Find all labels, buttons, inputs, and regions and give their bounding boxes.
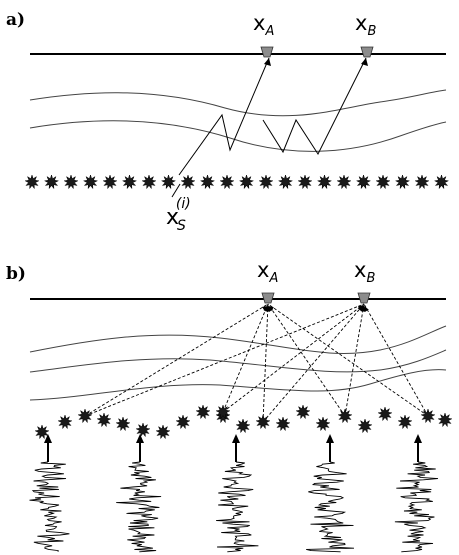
panel-b-dashed-rays	[84, 303, 429, 423]
panel-b-source-5	[115, 416, 131, 432]
panel-a-receiver-a-label: xA	[253, 11, 274, 39]
panel-a-source-6	[121, 174, 138, 190]
panel-b-source-11	[235, 418, 251, 434]
panel-b-source-9	[195, 404, 211, 420]
panel-b-label: b)	[6, 264, 26, 284]
panel-a-source-21	[414, 174, 430, 190]
panel-a-source-2	[43, 174, 60, 190]
panel-b-ray-5-to-a	[267, 303, 429, 417]
panel-b-noise-trace-5	[394, 461, 439, 553]
panel-b-source-22	[215, 404, 231, 420]
panel-b-trace-arrowhead-5	[414, 434, 422, 443]
panel-a-source-8	[160, 174, 177, 190]
panel-b-source-cloud	[34, 404, 453, 440]
panel-a-source-7	[141, 174, 157, 190]
panel-b-ray-1-to-b	[84, 303, 365, 417]
panel-b-trace-arrowhead-4	[326, 434, 334, 443]
panel-a-source-row	[24, 174, 450, 190]
panel-b-ray-arrowhead	[262, 306, 268, 311]
panel-b-source-13	[275, 416, 291, 432]
panel-b-source-6	[135, 422, 151, 438]
panel-b-source-4	[96, 412, 112, 428]
panel-b-ray-2-to-a	[222, 303, 269, 413]
panel-a-source-5	[102, 174, 118, 190]
panel-a-ray-to-receiver-b	[262, 57, 367, 156]
panel-a-source-12	[238, 174, 255, 190]
panel-a-source-18	[355, 174, 372, 190]
panel-a-source-15	[297, 174, 313, 190]
panel-a-source-19	[375, 174, 391, 190]
panel-b-ray-4-to-a	[267, 303, 346, 417]
panel-b-receiver-b	[357, 292, 371, 304]
panel-a: a) xA xB xS(i)	[6, 10, 450, 234]
panel-b-source-20	[420, 408, 436, 424]
panel-a-source-9	[180, 174, 196, 190]
panel-a-source-16	[316, 174, 333, 190]
panel-a-source-4	[82, 174, 99, 190]
panel-b-noise-trace-2	[116, 461, 162, 553]
panel-b-trace-arrowhead-3	[232, 434, 240, 443]
panel-b-ray-5-to-b	[363, 303, 429, 417]
panel-a-label: a)	[6, 10, 25, 30]
panel-b-ray-4-to-b	[344, 303, 365, 417]
panel-b-source-14	[295, 404, 311, 420]
panel-a-source-13	[258, 174, 274, 190]
panel-a-ray-a-arrowhead	[264, 58, 271, 66]
panel-a-source-14	[277, 174, 294, 190]
panel-a-receiver-b-label: xB	[355, 11, 376, 39]
panel-b-ray-2-to-b	[222, 303, 365, 413]
panel-b-noise-trace-3	[216, 461, 259, 553]
panel-b-ray-3-to-b	[262, 303, 365, 423]
panel-b-ray-3-to-a	[262, 303, 269, 423]
panel-b-receiver-a-label: xA	[257, 258, 278, 286]
panel-b-source-15	[315, 416, 331, 432]
panel-b-receiver-b-label: xB	[354, 258, 375, 286]
panel-b-source-19	[397, 414, 413, 430]
panel-b-ray-arrowhead	[268, 306, 274, 312]
panel-a-source-3	[63, 174, 79, 190]
panel-a-layer-boundary-1	[29, 89, 447, 117]
panel-b-receiver-a	[261, 292, 275, 304]
panel-b-ray-1-to-a	[84, 303, 269, 417]
panel-b-source-16	[337, 408, 353, 424]
panel-b-ray-arrowhead	[364, 306, 369, 312]
panel-a-source-20	[394, 174, 411, 190]
panel-a-source-1	[24, 174, 40, 190]
panel-b-source-1	[34, 424, 50, 440]
panel-b-source-17	[357, 418, 373, 434]
panel-a-ray-to-receiver-a	[178, 57, 270, 176]
panel-b-layer-boundary-2	[29, 349, 447, 373]
panel-b-trace-arrows	[44, 434, 422, 462]
panel-b-source-18	[377, 406, 393, 422]
panel-b-layer-boundary-3	[29, 369, 447, 401]
panel-b-source-2	[57, 414, 73, 430]
panel-b-noise-trace-1	[29, 461, 70, 552]
panel-a-source-22	[433, 174, 450, 190]
panel-a-receiver-a	[260, 46, 274, 58]
panel-b-layer-boundary-1	[29, 325, 447, 354]
panel-a-source-11	[219, 174, 235, 190]
panel-a-receiver-b	[360, 46, 374, 58]
panel-b-source-3	[77, 408, 93, 424]
panel-b-noise-trace-4	[306, 461, 355, 553]
panel-a-ray-b-arrowhead	[361, 58, 368, 66]
panel-b-trace-arrowhead-1	[44, 434, 52, 443]
panel-b-trace-arrowhead-2	[136, 434, 144, 443]
panel-b-source-8	[175, 414, 191, 430]
panel-a-layer-boundary-2	[29, 120, 447, 152]
panel-b-noise-traces	[29, 461, 439, 553]
panel-a-source-17	[336, 174, 352, 190]
panel-a-source-pointer	[171, 183, 181, 198]
panel-b-source-12	[255, 414, 271, 430]
panel-b-source-21	[437, 412, 453, 428]
panel-a-source-label: xS(i)	[166, 196, 191, 234]
panel-b: b) xA xB	[6, 258, 453, 553]
panel-a-source-10	[199, 174, 216, 190]
panel-b-source-7	[155, 424, 171, 440]
